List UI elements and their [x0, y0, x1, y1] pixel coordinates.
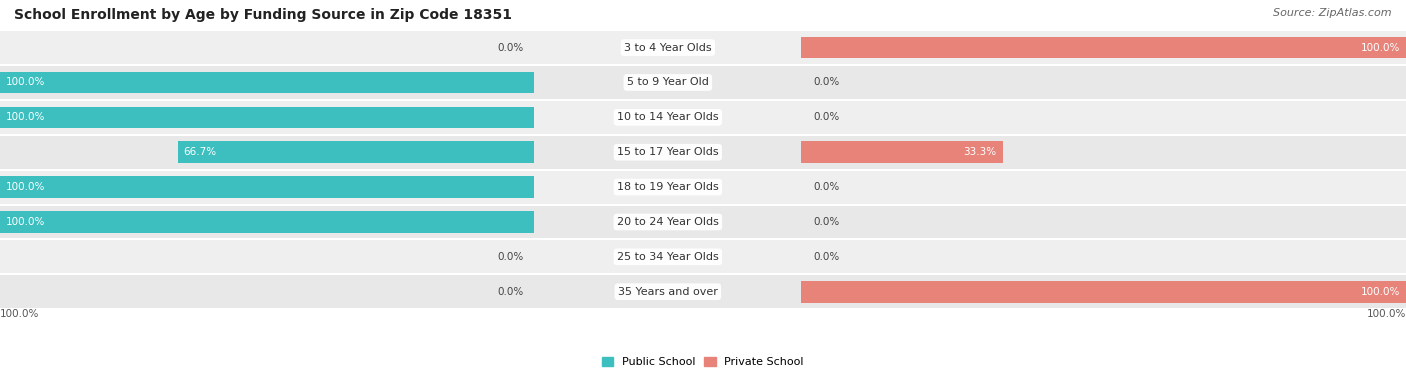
- Bar: [801, 170, 1406, 204]
- Bar: [0, 107, 534, 128]
- Text: 100.0%: 100.0%: [0, 309, 39, 319]
- Text: 0.0%: 0.0%: [498, 43, 523, 53]
- Text: 100.0%: 100.0%: [6, 112, 45, 123]
- Text: 18 to 19 Year Olds: 18 to 19 Year Olds: [617, 182, 718, 192]
- Bar: [801, 30, 1406, 65]
- Text: 0.0%: 0.0%: [814, 77, 839, 87]
- Text: 100.0%: 100.0%: [6, 217, 45, 227]
- Bar: [0, 170, 534, 204]
- Text: 0.0%: 0.0%: [814, 182, 839, 192]
- Bar: [534, 170, 801, 204]
- Text: 0.0%: 0.0%: [814, 217, 839, 227]
- Text: 0.0%: 0.0%: [814, 252, 839, 262]
- Text: 20 to 24 Year Olds: 20 to 24 Year Olds: [617, 217, 718, 227]
- Bar: [179, 141, 534, 163]
- Bar: [0, 274, 534, 309]
- Bar: [534, 100, 801, 135]
- Bar: [534, 204, 801, 239]
- Bar: [801, 239, 1406, 274]
- Text: School Enrollment by Age by Funding Source in Zip Code 18351: School Enrollment by Age by Funding Sour…: [14, 8, 512, 21]
- Text: 0.0%: 0.0%: [498, 287, 523, 297]
- Bar: [0, 30, 534, 65]
- Text: 100.0%: 100.0%: [1361, 287, 1400, 297]
- Bar: [534, 30, 801, 65]
- Text: 0.0%: 0.0%: [498, 252, 523, 262]
- Bar: [534, 274, 801, 309]
- Bar: [534, 239, 801, 274]
- Bar: [534, 135, 801, 170]
- Text: 100.0%: 100.0%: [6, 182, 45, 192]
- Bar: [801, 100, 1406, 135]
- Bar: [801, 141, 1002, 163]
- Bar: [0, 135, 534, 170]
- Bar: [534, 65, 801, 100]
- Bar: [0, 204, 534, 239]
- Bar: [0, 72, 534, 93]
- Text: Source: ZipAtlas.com: Source: ZipAtlas.com: [1274, 8, 1392, 18]
- Text: 3 to 4 Year Olds: 3 to 4 Year Olds: [624, 43, 711, 53]
- Text: 35 Years and over: 35 Years and over: [617, 287, 718, 297]
- Bar: [0, 100, 534, 135]
- Bar: [0, 65, 534, 100]
- Bar: [801, 281, 1406, 302]
- Text: 33.3%: 33.3%: [963, 147, 997, 157]
- Bar: [801, 65, 1406, 100]
- Text: 10 to 14 Year Olds: 10 to 14 Year Olds: [617, 112, 718, 123]
- Bar: [0, 211, 534, 233]
- Bar: [801, 135, 1406, 170]
- Bar: [801, 37, 1406, 58]
- Text: 5 to 9 Year Old: 5 to 9 Year Old: [627, 77, 709, 87]
- Text: 15 to 17 Year Olds: 15 to 17 Year Olds: [617, 147, 718, 157]
- Bar: [0, 176, 534, 198]
- Text: 100.0%: 100.0%: [1361, 43, 1400, 53]
- Bar: [801, 204, 1406, 239]
- Text: 0.0%: 0.0%: [814, 112, 839, 123]
- Text: 100.0%: 100.0%: [6, 77, 45, 87]
- Text: 25 to 34 Year Olds: 25 to 34 Year Olds: [617, 252, 718, 262]
- Text: 100.0%: 100.0%: [1367, 309, 1406, 319]
- Legend: Public School, Private School: Public School, Private School: [598, 352, 808, 371]
- Text: 66.7%: 66.7%: [183, 147, 217, 157]
- Bar: [801, 274, 1406, 309]
- Bar: [0, 239, 534, 274]
